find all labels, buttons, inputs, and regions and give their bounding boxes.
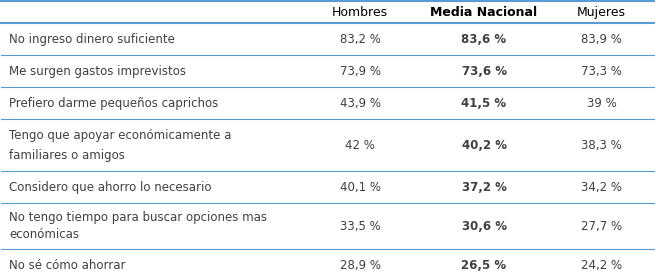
Text: 34,2 %: 34,2 % — [581, 181, 622, 194]
Text: 40,1 %: 40,1 % — [339, 181, 381, 194]
Text: económicas: económicas — [9, 228, 79, 242]
Text: 27,7 %: 27,7 % — [581, 220, 622, 233]
Text: 40,2 %: 40,2 % — [462, 139, 506, 152]
Text: 73,9 %: 73,9 % — [339, 65, 381, 78]
Text: 43,9 %: 43,9 % — [339, 97, 381, 110]
Text: 39 %: 39 % — [587, 97, 616, 110]
Text: 37,2 %: 37,2 % — [462, 181, 506, 194]
Text: 28,9 %: 28,9 % — [339, 259, 381, 272]
Text: Prefiero darme pequeños caprichos: Prefiero darme pequeños caprichos — [9, 97, 219, 110]
Text: Media Nacional: Media Nacional — [430, 6, 538, 19]
Text: 26,5 %: 26,5 % — [462, 259, 506, 272]
Text: Me surgen gastos imprevistos: Me surgen gastos imprevistos — [9, 65, 186, 78]
Text: 42 %: 42 % — [345, 139, 375, 152]
Text: Tengo que apoyar económicamente a: Tengo que apoyar económicamente a — [9, 129, 232, 142]
Text: Considero que ahorro lo necesario: Considero que ahorro lo necesario — [9, 181, 212, 194]
Text: Mujeres: Mujeres — [577, 6, 626, 19]
Text: No sé cómo ahorrar: No sé cómo ahorrar — [9, 259, 126, 272]
Text: 83,6 %: 83,6 % — [462, 33, 506, 46]
Text: 33,5 %: 33,5 % — [340, 220, 381, 233]
Text: 30,6 %: 30,6 % — [462, 220, 506, 233]
Text: No tengo tiempo para buscar opciones mas: No tengo tiempo para buscar opciones mas — [9, 211, 267, 224]
Text: 41,5 %: 41,5 % — [462, 97, 506, 110]
Text: Hombres: Hombres — [332, 6, 388, 19]
Text: familiares o amigos: familiares o amigos — [9, 149, 125, 162]
Text: 83,9 %: 83,9 % — [581, 33, 622, 46]
Text: 73,3 %: 73,3 % — [581, 65, 622, 78]
Text: 24,2 %: 24,2 % — [581, 259, 622, 272]
Text: 73,6 %: 73,6 % — [462, 65, 506, 78]
Text: 83,2 %: 83,2 % — [340, 33, 381, 46]
Text: No ingreso dinero suficiente: No ingreso dinero suficiente — [9, 33, 175, 46]
Text: 38,3 %: 38,3 % — [581, 139, 622, 152]
